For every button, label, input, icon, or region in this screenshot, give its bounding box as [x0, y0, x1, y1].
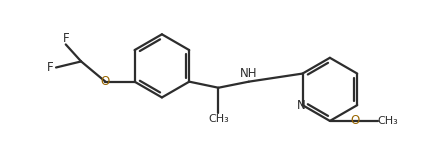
Text: CH₃: CH₃ [377, 116, 398, 126]
Text: F: F [62, 32, 69, 45]
Text: N: N [297, 99, 305, 112]
Text: NH: NH [240, 67, 258, 80]
Text: O: O [101, 75, 110, 88]
Text: O: O [350, 114, 360, 127]
Text: CH₃: CH₃ [208, 114, 229, 124]
Text: F: F [47, 61, 54, 74]
